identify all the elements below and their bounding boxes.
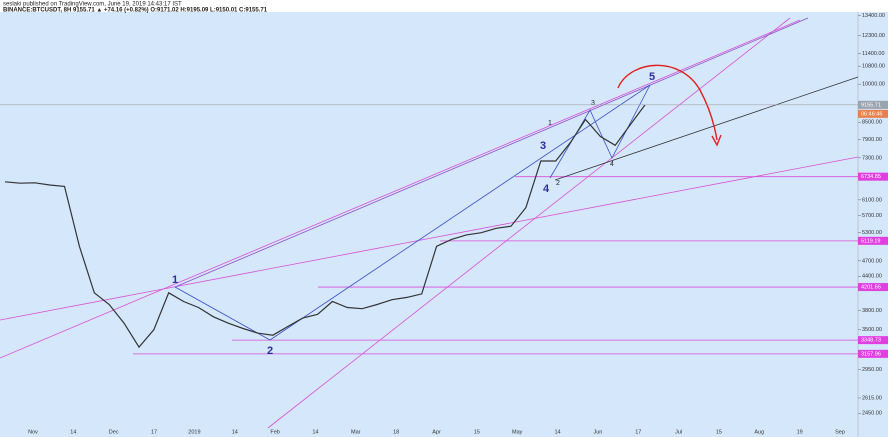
plot-background bbox=[0, 12, 858, 428]
grid bbox=[133, 176, 858, 355]
y-tick-label: 6100.00 bbox=[862, 197, 882, 203]
x-tick-label: Feb bbox=[270, 429, 279, 435]
y-tick-label: 5700.00 bbox=[862, 213, 882, 219]
level-label: 3157.96 bbox=[861, 351, 881, 357]
x-tick-label: 17 bbox=[151, 429, 157, 435]
x-tick-label: Aug bbox=[754, 429, 764, 435]
y-tick-label: 4700.00 bbox=[862, 258, 882, 264]
wave-label: 4 bbox=[543, 183, 550, 195]
countdown-box bbox=[858, 109, 888, 118]
y-tick-label: 7300.00 bbox=[862, 155, 882, 161]
subwave-label: 1 bbox=[548, 120, 552, 127]
wave-label: 3 bbox=[540, 140, 546, 152]
x-tick-label: Sep bbox=[835, 429, 845, 435]
x-tick-label: 14 bbox=[312, 429, 318, 435]
wave-label: 2 bbox=[267, 345, 273, 357]
price-axis bbox=[858, 12, 888, 437]
y-tick-label: 7900.00 bbox=[862, 137, 882, 143]
symbol-info: BINANCE:BTCUSDT, 8H 9155.71 ▲ +74.16 (+0… bbox=[3, 8, 268, 14]
y-tick-label: 13400.00 bbox=[862, 13, 885, 19]
time-axis bbox=[0, 428, 858, 437]
x-tick-label: 14 bbox=[232, 429, 238, 435]
x-tick-label: Nov bbox=[28, 429, 38, 435]
trend-line bbox=[0, 19, 801, 359]
x-tick-label: 18 bbox=[393, 429, 399, 435]
price-line bbox=[4, 104, 646, 349]
last-price-label: 9155.71 bbox=[861, 102, 881, 108]
wave-line bbox=[174, 84, 651, 341]
y-tick-label: 5300.00 bbox=[862, 230, 882, 236]
y-tick-label: 8500.00 bbox=[862, 120, 882, 126]
y-tick-label: 3500.00 bbox=[862, 327, 882, 333]
x-tick-label: 17 bbox=[635, 429, 641, 435]
countdown: 06:46:46 bbox=[861, 111, 882, 117]
y-tick-label: 4400.00 bbox=[862, 274, 882, 280]
wave-labels: 1 2 3 4 5 1 2 3 4 bbox=[172, 71, 655, 357]
y-tick-label: 3800.00 bbox=[862, 308, 882, 314]
x-tick-label: May bbox=[512, 429, 523, 435]
y-tick-label: 2950.00 bbox=[862, 367, 882, 373]
x-tick-label: 15 bbox=[474, 429, 480, 435]
level-box bbox=[858, 336, 888, 345]
level-label: 6734.85 bbox=[861, 174, 881, 180]
wave-label: 5 bbox=[649, 71, 655, 83]
level-label: 4201.65 bbox=[861, 284, 881, 290]
y-tick-label: 10000.00 bbox=[862, 82, 885, 88]
series bbox=[4, 104, 646, 349]
x-tick-label: 15 bbox=[716, 429, 722, 435]
wave-label: 1 bbox=[172, 274, 178, 286]
x-tick-label: 14 bbox=[554, 429, 560, 435]
level-box bbox=[858, 349, 888, 358]
level-box bbox=[858, 283, 888, 292]
level-label: 5119.19 bbox=[861, 238, 880, 244]
level-box bbox=[858, 236, 888, 245]
level-label: 3348.73 bbox=[861, 338, 881, 344]
publisher: seslaki published on TradingView.com, Ju… bbox=[3, 2, 182, 8]
x-tick-label: Jun bbox=[593, 429, 602, 435]
trend-line bbox=[554, 76, 859, 181]
x-tick-label: 14 bbox=[70, 429, 76, 435]
level-box bbox=[858, 172, 888, 181]
y-tick-label: 11400.00 bbox=[862, 51, 885, 57]
forecast-arrow bbox=[617, 64, 718, 141]
y-tick-label: 12300.00 bbox=[862, 33, 885, 39]
y-tick-label: 10800.00 bbox=[862, 64, 885, 70]
subwave-label: 4 bbox=[610, 161, 614, 168]
x-tick-label: Jul bbox=[675, 429, 682, 435]
trend-line bbox=[267, 17, 791, 429]
x-tick-label: 2019 bbox=[188, 429, 200, 435]
arrow-head bbox=[711, 134, 722, 147]
x-tick-label: Dec bbox=[109, 429, 119, 435]
subwave-label: 3 bbox=[591, 100, 595, 107]
y-tick-label: 2615.00 bbox=[862, 395, 882, 401]
x-tick-label: Apr bbox=[432, 429, 441, 435]
x-tick-label: 19 bbox=[797, 429, 803, 435]
last-price-box bbox=[858, 100, 888, 109]
subwave-label: 2 bbox=[556, 180, 560, 187]
trend-line bbox=[0, 156, 859, 321]
x-tick-label: Mar bbox=[351, 429, 361, 435]
trend-line bbox=[174, 17, 809, 288]
y-tick-label: 2450.00 bbox=[862, 411, 882, 417]
